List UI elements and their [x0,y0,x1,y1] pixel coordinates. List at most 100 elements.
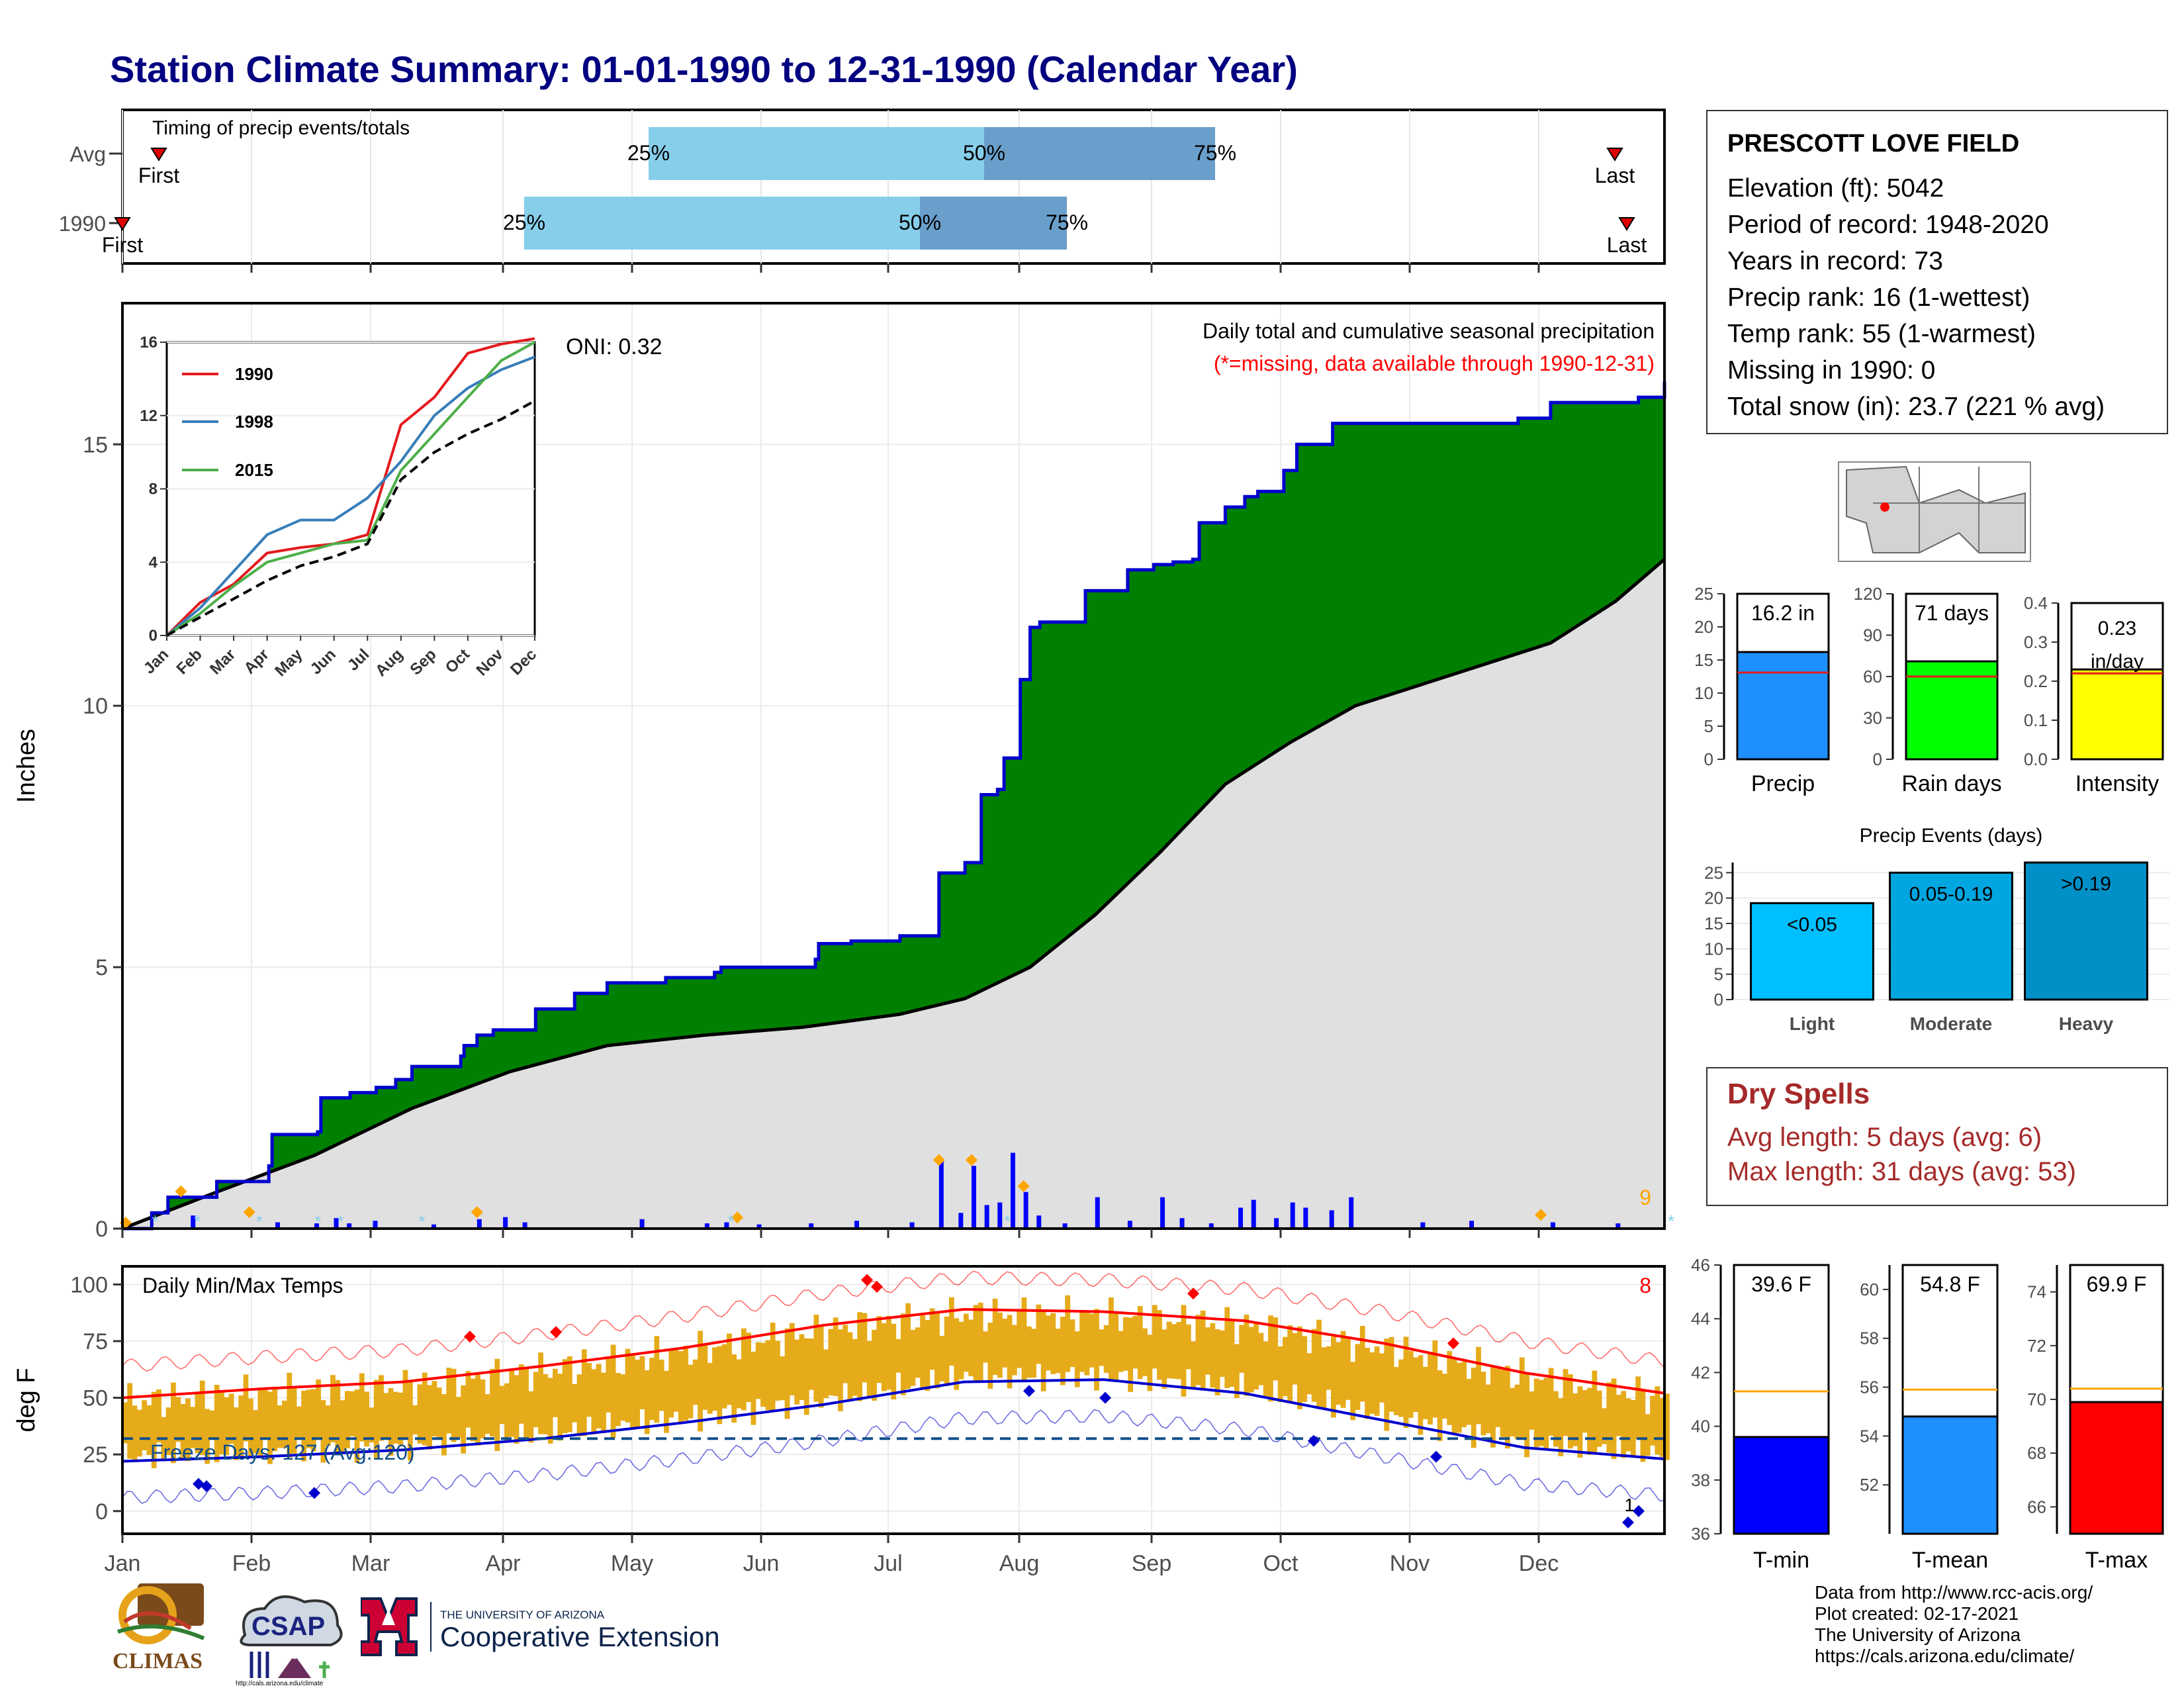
daily-temp-bar [209,1410,215,1438]
daily-precip-bar [724,1222,729,1229]
precip-count-label: 9 [1639,1186,1651,1209]
events-tick-label: 0 [1714,990,1723,1009]
precip-y-tick-label: 10 [83,694,108,719]
daily-temp-bar [518,1364,524,1424]
daily-temp-bar [1128,1317,1134,1392]
record-min-line [122,1409,1665,1504]
daily-temp-bar [1592,1370,1598,1452]
month-x-tick-label: Apr [486,1551,521,1576]
daily-temp-bar [1157,1310,1162,1380]
daily-temp-bar [1437,1370,1443,1441]
precip-y-axis-label: Inches [13,729,40,803]
daily-temp-bar [1558,1398,1564,1456]
daily-temp-bar [1316,1319,1322,1407]
daily-temp-bar [828,1329,834,1396]
daily-temp-bar [1220,1330,1225,1378]
daily-temp-bar [553,1368,558,1417]
daily-temp-bar [664,1370,669,1433]
tmin-tick-label: 38 [1691,1470,1710,1490]
events-bar [1889,871,2013,1001]
daily-temp-bar [1650,1395,1655,1446]
daily-temp-bar [538,1352,543,1434]
credit-line: https://cals.arizona.edu/climate/ [1815,1646,2075,1666]
daily-temp-bar [369,1407,375,1443]
daily-temp-bar [233,1407,239,1460]
daily-temp-bar [1490,1366,1496,1448]
daily-precip-bar [373,1221,378,1229]
daily-precip-bar [477,1219,482,1229]
daily-temp-bar [712,1347,717,1411]
daily-temp-bar [1017,1309,1023,1368]
daily-temp-bar [842,1325,848,1383]
daily-temp-bar [1079,1311,1085,1372]
daily-precip-bar [1615,1223,1621,1229]
daily-temp-bar [1543,1378,1549,1450]
tmin-value-label: 39.6 F [1751,1272,1811,1296]
daily-temp-bar [1268,1315,1273,1402]
tmean-tick-label: 56 [1860,1378,1879,1397]
daily-temp-bar [1504,1366,1510,1449]
daily-precip-bar [1062,1223,1068,1229]
daily-temp-bar [1365,1347,1370,1419]
daily-temp-bar [1567,1374,1573,1449]
daily-temp-bar [412,1405,418,1434]
record-low-marker [308,1487,320,1499]
daily-precip-bar [1303,1207,1308,1229]
daily-temp-bar [291,1388,297,1454]
page-title: Station Climate Summary: 01-01-1990 to 1… [110,48,1298,90]
daily-temp-bar [1002,1319,1008,1368]
timing-75-label: 75% [1046,211,1088,234]
daily-temp-bar [480,1379,486,1438]
daily-temp-bar [1040,1311,1046,1391]
tmax-tick-label: 70 [2027,1389,2046,1409]
intensity-value-label: 0.23 [2098,618,2136,639]
tmax-tick-label: 68 [2027,1443,2046,1463]
first-marker [150,148,167,162]
daily-temp-bar [1122,1317,1128,1371]
daily-temp-bar [1031,1329,1036,1378]
month-x-tick-label: May [611,1551,653,1576]
daily-temp-bar [1239,1325,1245,1373]
daily-temp-bar [707,1362,713,1414]
daily-precip-bar [1036,1215,1042,1229]
daily-temp-bar [1447,1350,1453,1425]
daily-temp-bar [393,1391,398,1444]
daily-temp-bar [601,1372,606,1433]
daily-temp-bar [1418,1355,1424,1435]
intensity-value-unit: in/day [2091,651,2144,673]
month-x-tick-label: Aug [999,1551,1040,1576]
daily-temp-bar [1630,1399,1636,1457]
daily-temp-bar [997,1312,1003,1378]
record-low-marker [1622,1516,1634,1528]
average-precip-area [122,559,1664,1229]
daily-precip-bar [1095,1197,1100,1229]
events-tick-label: 10 [1704,939,1723,959]
daily-precip-bar [756,1224,762,1229]
daily-temp-bar [978,1302,983,1382]
precip-panel-frame [121,302,1666,1230]
inset-series-line [165,337,535,637]
daily-temp-bar [572,1383,578,1423]
daily-temp-bar [1292,1333,1298,1385]
snow-day-marker [731,1211,744,1224]
daily-precip-bar [1179,1218,1185,1229]
daily-temp-bar [567,1356,572,1432]
inset-y-tick-label: 0 [149,627,158,645]
daily-temp-bar [838,1329,843,1411]
dry-spells-max: Max length: 31 days (avg: 53) [1727,1157,2076,1186]
daily-temp-bar [1200,1310,1206,1391]
daily-precip-bar [334,1218,339,1229]
daily-temp-bar [1326,1346,1332,1390]
daily-precip-bar [1127,1221,1132,1229]
events-bar [1750,902,1874,1001]
rain-days-bar [1905,660,1999,761]
tmean-value-label: 54.8 F [1920,1272,1980,1296]
daily-temp-bar [692,1359,698,1405]
daily-temp-bar [1456,1362,1462,1433]
daily-temp-bar [1640,1389,1646,1462]
temp-y-axis-label: deg F [13,1368,40,1432]
inset-y-tick-label: 12 [140,407,158,425]
snow-star-marker: * [727,1211,734,1231]
daily-temp-bar [1103,1325,1109,1373]
climas-logo-text: CLIMAS [113,1649,203,1673]
